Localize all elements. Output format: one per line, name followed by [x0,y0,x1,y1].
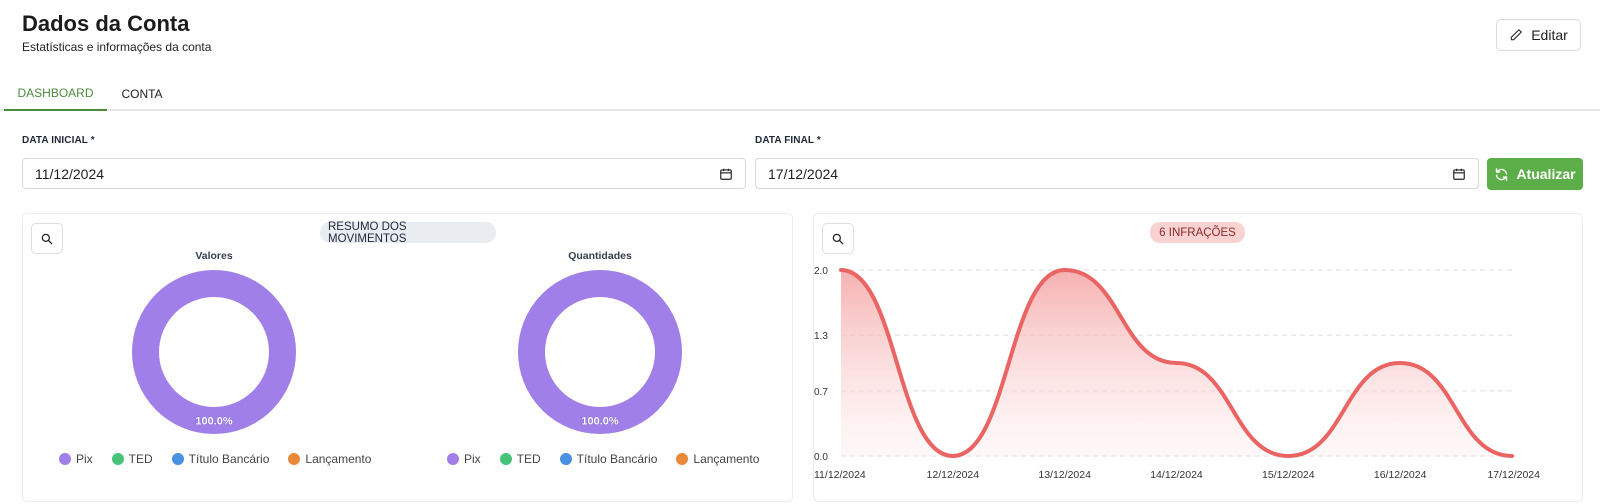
donut-data-label: 100.0% [581,416,619,428]
donut-title-quantidades: Quantidades [568,250,632,262]
data-point[interactable] [1397,360,1403,366]
data-point[interactable] [950,453,956,459]
data-point[interactable] [1509,453,1515,459]
summary-title-badge: RESUMO DOS MOVIMENTOS [320,221,496,245]
zoom-button[interactable] [822,223,854,254]
legend-quantidades: Pix TED Título Bancário Lançamento [447,452,778,466]
infractions-badge: 6 INFRAÇÕES [1150,222,1245,243]
infractions-card: 6 INFRAÇÕES 0.0 0.7 1.3 2.0 11/12/2024 12/12/… [813,213,1583,502]
start-date-input[interactable]: 11/12/2024 [22,158,746,189]
legend-item-pix[interactable]: Pix [447,452,481,466]
x-tick-label: 14/12/2024 [1150,469,1203,481]
end-date-label: DATA FINAL * [755,135,821,146]
summary-card: RESUMO DOS MOVIMENTOS Valores 100.0% Pix… [22,213,793,502]
legend-dot [288,453,301,465]
series-line[interactable] [839,267,1514,459]
tab-bar: DASHBOARD CONTA [0,76,1600,111]
legend-item-titulo[interactable]: Título Bancário [559,452,657,466]
page-title: Dados da Conta [22,11,190,36]
legend-dot [171,453,184,465]
refresh-label: Atualizar [1516,166,1576,182]
x-tick-label: 15/12/2024 [1262,469,1315,481]
search-icon [41,233,53,244]
legend-item-ted[interactable]: TED [499,452,541,466]
donut-chart-quantidades: 100.0% [518,270,682,434]
x-tick-label: 16/12/2024 [1374,469,1427,481]
x-tick-label: 13/12/2024 [1038,469,1091,481]
donut-title-valores: Valores [195,250,233,262]
y-tick-label: 2.0 [814,266,828,277]
end-date-input[interactable]: 17/12/2024 [755,158,1479,189]
x-tick-label: 11/12/2024 [814,469,866,481]
pencil-icon [1510,29,1523,41]
y-tick-label: 1.3 [814,331,828,342]
calendar-icon[interactable] [719,167,733,181]
end-date-value: 17/12/2024 [768,165,839,182]
x-tick-label: 17/12/2024 [1487,469,1540,481]
legend-dot [559,453,572,465]
legend-item-pix[interactable]: Pix [59,452,93,466]
y-tick-label: 0.7 [814,387,828,398]
donut-slice-pix[interactable] [132,270,296,434]
tab-conta[interactable]: CONTA [121,86,163,101]
page-subtitle: Estatísticas e informações da conta [22,40,212,54]
start-date-label: DATA INICIAL * [22,135,95,146]
data-point[interactable] [1285,453,1291,459]
data-point[interactable] [1062,267,1068,273]
data-point[interactable] [1174,360,1180,366]
edit-button[interactable]: Editar [1496,19,1581,51]
legend-dot [447,453,459,465]
zoom-button[interactable] [31,223,63,254]
donut-data-label: 100.0% [195,416,233,428]
y-tick-label: 0.0 [814,452,828,463]
donut-slice-pix[interactable] [518,270,682,434]
calendar-icon[interactable] [1452,167,1466,181]
data-point[interactable] [838,267,844,273]
legend-item-lancamento[interactable]: Lançamento [676,452,759,466]
legend-item-titulo[interactable]: Título Bancário [171,452,269,466]
legend-dot [499,453,512,465]
legend-dot [59,453,71,465]
infractions-area-chart: 0.0 0.7 1.3 2.0 11/12/2024 12/12/2024 13/12/20… [814,266,1540,481]
tab-dashboard[interactable]: DASHBOARD [4,76,107,111]
legend-dot [111,453,124,465]
refresh-icon [1496,167,1508,181]
donut-chart-valores: 100.0% [132,270,296,434]
legend-dot [676,453,689,465]
x-tick-label: 12/12/2024 [927,469,980,481]
start-date-value: 11/12/2024 [35,165,105,182]
legend-item-ted[interactable]: TED [111,452,153,466]
refresh-button[interactable]: Atualizar [1487,158,1583,190]
edit-label: Editar [1531,27,1568,43]
legend-item-lancamento[interactable]: Lançamento [288,452,371,466]
search-icon [832,233,844,244]
legend-valores: Pix TED Título Bancário Lançamento [59,452,390,466]
